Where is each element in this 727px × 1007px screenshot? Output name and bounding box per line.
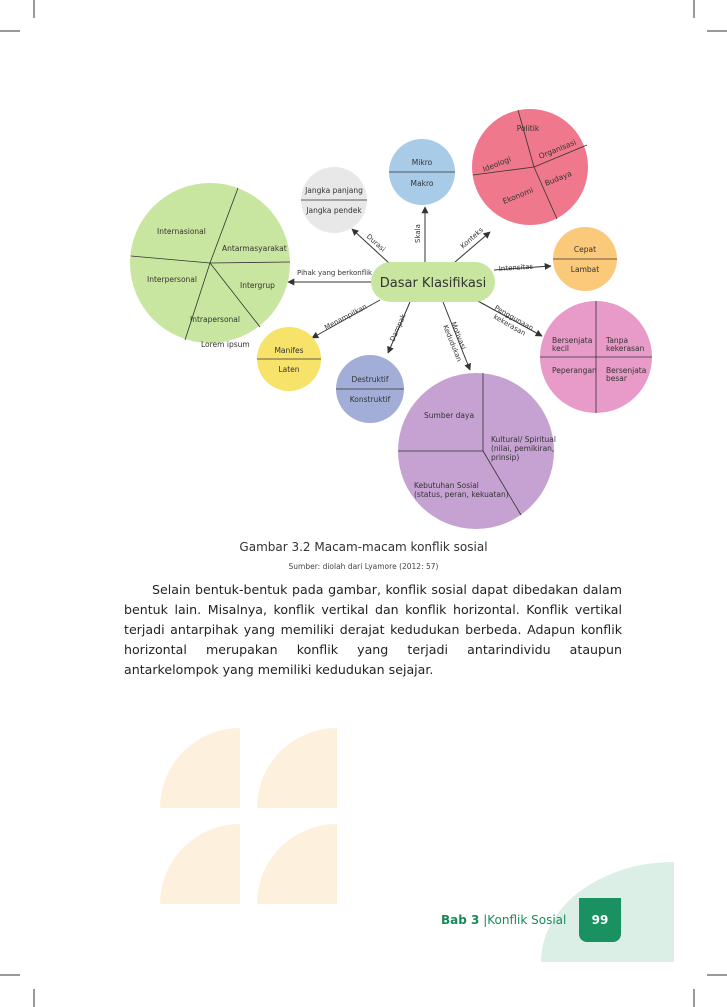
node-pihak: Internasional Antarmasyarakat Interperso… bbox=[130, 183, 291, 343]
footer-chapter-title: Konflik Sosial bbox=[487, 913, 567, 927]
durasi-jangka-pendek: Jangka pendek bbox=[305, 206, 362, 215]
node-konteks: Politik Organisasi Ideologi Budaya Ekono… bbox=[472, 109, 588, 225]
figure-caption: Gambar 3.2 Macam-macam konflik sosial bbox=[239, 540, 488, 554]
node-dampak: Destruktif Konstruktif bbox=[336, 355, 404, 423]
lorem-ipsum-text: Lorem ipsum bbox=[201, 340, 250, 349]
motivasi-sumber-daya: Sumber daya bbox=[424, 411, 474, 420]
pihak-intergrup: Intergrup bbox=[240, 281, 275, 290]
motivasi-kultural-1: Kultural/ Spiritual bbox=[491, 435, 556, 444]
node-durasi: Jangka panjang Jangka pendek bbox=[301, 167, 367, 233]
footer-chapter-number: Bab 3 bbox=[441, 913, 480, 927]
arrows bbox=[287, 206, 552, 371]
penggunaan-tanpa-kekerasan-2: kekerasan bbox=[606, 344, 645, 353]
motivasi-kebutuhan-2: (status, peran, kekuatan) bbox=[414, 490, 509, 499]
penggunaan-bersenjata-kecil-2: kecil bbox=[552, 344, 569, 353]
durasi-jangka-panjang: Jangka panjang bbox=[304, 186, 363, 195]
footer-separator: | bbox=[483, 913, 488, 927]
penggunaan-bersenjata-besar-1: Bersenjata bbox=[606, 366, 646, 375]
pihak-interpersonal: Interpersonal bbox=[147, 275, 197, 284]
decorative-quarter-circles bbox=[160, 728, 337, 904]
skala-makro: Makro bbox=[411, 179, 434, 188]
penggunaan-bersenjata-besar-2: besar bbox=[606, 374, 628, 383]
node-menampilkan: Manifes Laten bbox=[257, 327, 321, 391]
penggunaan-tanpa-kekerasan-1: Tanpa bbox=[605, 336, 628, 345]
pihak-intrapersonal: Intrapersonal bbox=[190, 315, 240, 324]
deco-quarter-2 bbox=[257, 728, 337, 808]
motivasi-kebutuhan-1: Kebutuhan Sosial bbox=[414, 481, 479, 490]
motivasi-kultural-3: prinsip) bbox=[491, 453, 519, 462]
body-paragraph: Selain bentuk-bentuk pada gambar, konfli… bbox=[124, 582, 622, 677]
node-motivasi: Sumber daya Kultural/ Spiritual (nilai, … bbox=[398, 373, 556, 529]
konteks-politik: Politik bbox=[517, 124, 540, 133]
deco-quarter-3 bbox=[160, 824, 240, 904]
dampak-destruktif: Destruktif bbox=[351, 375, 388, 384]
edge-label-skala: Skala bbox=[414, 224, 422, 243]
pihak-antarmasyarakat: Antarmasyarakat bbox=[222, 244, 287, 253]
deco-quarter-1 bbox=[160, 728, 240, 808]
intensitas-lambat: Lambat bbox=[571, 265, 599, 274]
center-node: Dasar Klasifikasi bbox=[371, 262, 495, 302]
edge-label-pihak: Pihak yang berkonflik bbox=[297, 269, 373, 277]
penggunaan-peperangan: Peperangan bbox=[552, 366, 597, 375]
center-node-label: Dasar Klasifikasi bbox=[380, 276, 487, 291]
menampilkan-manifes: Manifes bbox=[274, 346, 303, 355]
menampilkan-laten: Laten bbox=[278, 365, 299, 374]
edge-label-intensitas: Intensitas bbox=[499, 263, 534, 273]
page-number: 99 bbox=[579, 898, 621, 942]
pihak-internasional: Internasional bbox=[157, 227, 206, 236]
node-skala: Mikro Makro bbox=[389, 139, 455, 205]
intensitas-cepat: Cepat bbox=[574, 245, 596, 254]
edge-label-dampak: Dampak bbox=[389, 312, 409, 343]
edge-label-menampilkan: Menampilkan bbox=[323, 303, 368, 332]
node-penggunaan: Bersenjata kecil Tanpa kekerasan Peperan… bbox=[540, 301, 652, 413]
dampak-konstruktif: Konstruktif bbox=[350, 395, 391, 404]
figure-source: Sumber: diolah dari Lyamore (2012: 57) bbox=[288, 562, 439, 571]
penggunaan-bersenjata-kecil-1: Bersenjata bbox=[552, 336, 592, 345]
footer-chapter: Bab 3 |Konflik Sosial bbox=[441, 913, 566, 927]
motivasi-kultural-2: (nilai, pemikiran, bbox=[491, 444, 554, 453]
deco-quarter-4 bbox=[257, 824, 337, 904]
node-intensitas: Cepat Lambat bbox=[553, 227, 617, 291]
skala-mikro: Mikro bbox=[412, 158, 433, 167]
